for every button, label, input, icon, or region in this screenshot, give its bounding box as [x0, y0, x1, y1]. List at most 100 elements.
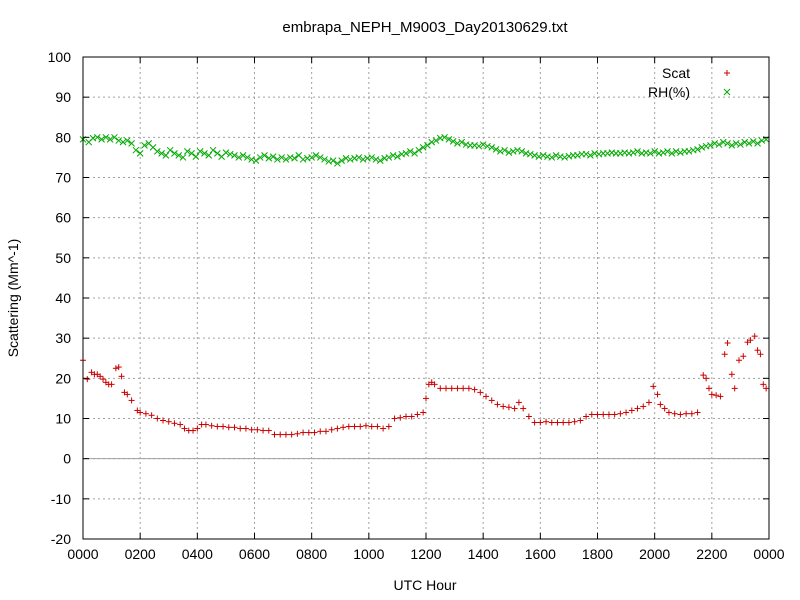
scat-point: [420, 409, 427, 416]
scat-point: [515, 399, 522, 406]
rh-point-d2: [694, 146, 701, 153]
rh-point-d2: [355, 154, 363, 161]
y-tick-label: 90: [55, 89, 71, 105]
rh-point: [441, 133, 448, 141]
scat-point: [97, 373, 104, 380]
scat-point: [688, 410, 695, 417]
rh-point-d2: [274, 156, 281, 163]
scat-point: [724, 339, 731, 346]
y-tick-label: 30: [55, 330, 71, 346]
rh-point: [724, 140, 731, 147]
rh-point: [128, 140, 135, 147]
rh-point-d2: [668, 150, 676, 157]
rh-point: [342, 154, 350, 162]
rh-point-d2: [304, 154, 311, 162]
legend-label: Scat: [662, 65, 690, 81]
rh-point: [749, 137, 757, 145]
rh-point-d2: [381, 154, 388, 162]
rh-point: [205, 152, 213, 159]
x-tick-label: 1600: [525, 546, 556, 562]
rh-point-d2: [634, 148, 641, 155]
scat-point: [154, 415, 161, 422]
rh-point-d2: [196, 148, 204, 155]
rh-point-d2: [698, 144, 706, 151]
series-rh: [79, 133, 770, 167]
rh-point: [411, 150, 418, 157]
series-scat: [80, 333, 770, 438]
scat-point: [657, 401, 664, 408]
rh-point-d2: [338, 157, 346, 164]
scat-point: [634, 405, 641, 412]
rh-point-d2: [316, 154, 324, 161]
scat-point: [623, 409, 630, 416]
rh-point: [376, 157, 384, 164]
rh-point-d2: [604, 150, 611, 157]
y-tick-label: 100: [48, 49, 72, 65]
rh-point: [458, 138, 466, 146]
legend-marker-d2: [723, 88, 731, 96]
scat-point: [148, 412, 155, 419]
rh-point: [488, 144, 496, 151]
scat-point: [334, 425, 341, 432]
scat-point: [288, 431, 295, 438]
scat-point: [721, 351, 728, 358]
rh-point-d2: [496, 148, 504, 155]
rh-point-d2: [261, 152, 268, 159]
x-tick-label: 2200: [696, 546, 727, 562]
rh-point: [312, 152, 320, 159]
rh-point-d2: [282, 156, 290, 163]
rh-point: [758, 137, 766, 144]
rh-point: [235, 154, 243, 161]
scat-point: [751, 333, 758, 340]
scat-point: [165, 418, 172, 425]
scat-point: [231, 424, 238, 431]
rh-point: [737, 141, 744, 148]
scat-point: [317, 428, 324, 435]
scat-point: [763, 385, 770, 392]
rh-point: [102, 133, 110, 141]
rh-point: [115, 137, 123, 144]
rh-point-d2: [359, 156, 367, 163]
rh-point: [531, 152, 538, 159]
rh-point: [265, 154, 273, 162]
scat-point: [454, 385, 461, 392]
scat-point: [554, 419, 561, 426]
scat-point: [728, 371, 735, 378]
scat-point: [142, 410, 149, 417]
scat-point: [362, 422, 369, 429]
rh-point: [548, 154, 556, 161]
rh-point-d2: [582, 150, 590, 158]
rh-point: [372, 156, 380, 163]
scat-point: [717, 393, 724, 400]
scat-point: [118, 373, 125, 380]
rh-point-d2: [158, 150, 165, 157]
scat-point: [650, 383, 657, 390]
legend-marker: [723, 88, 731, 96]
rh-point: [346, 156, 354, 163]
scat-point: [740, 353, 747, 360]
rh-point-d2: [205, 152, 213, 159]
scat-point: [588, 411, 595, 418]
rh-point-d2: [518, 148, 526, 155]
rh-point-d2: [153, 148, 161, 155]
rh-point: [659, 149, 667, 156]
rh-point-d2: [149, 144, 157, 151]
rh-point: [419, 144, 427, 151]
rh-point-d2: [385, 154, 393, 161]
rh-point-d2: [441, 133, 448, 141]
scat-point: [754, 347, 761, 354]
rh-point-d2: [655, 150, 663, 157]
rh-point-d2: [398, 150, 406, 158]
rh-point: [514, 146, 521, 154]
y-tick-label: -10: [51, 491, 71, 507]
y-tick-label: 80: [55, 129, 71, 145]
scat-point: [351, 423, 358, 430]
scat-point: [391, 415, 398, 422]
rh-point: [694, 146, 701, 153]
scat-point: [520, 405, 527, 412]
rh-point: [196, 148, 204, 155]
scat-point: [661, 405, 668, 412]
scat-point: [260, 427, 267, 434]
x-tick-label: 0400: [182, 546, 213, 562]
